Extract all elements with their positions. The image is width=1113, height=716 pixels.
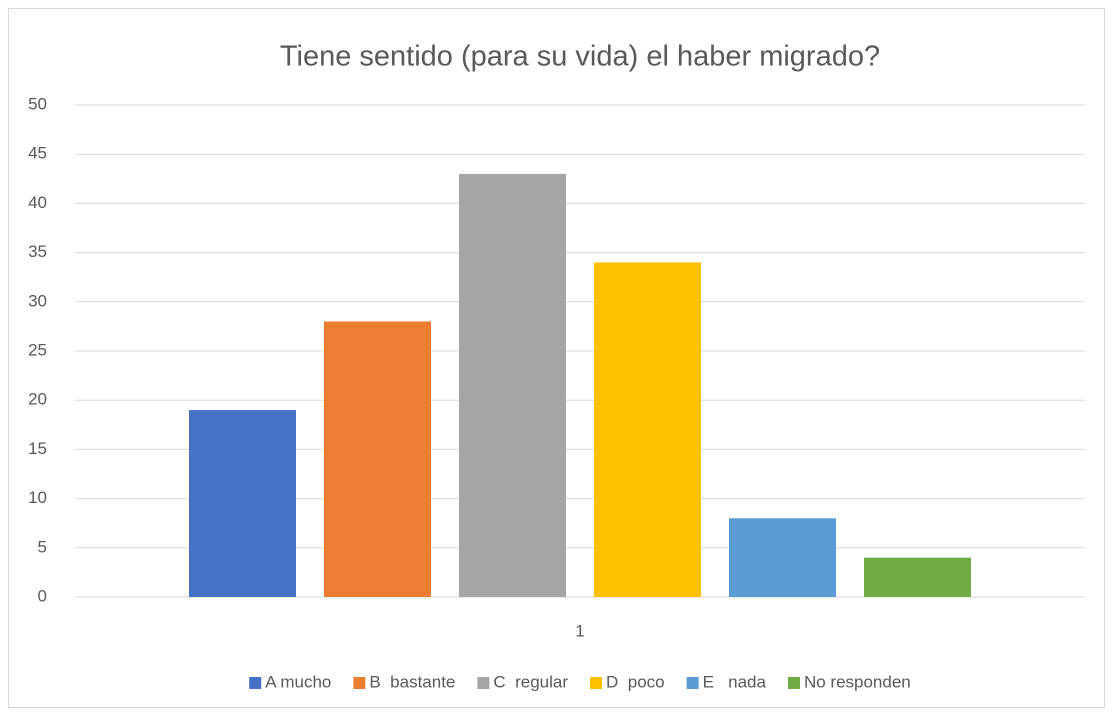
legend-swatch (787, 677, 800, 689)
bar (729, 518, 836, 597)
y-tick-label: 30 (28, 291, 47, 310)
legend-label: A mucho (265, 672, 331, 691)
y-tick-label: 10 (28, 488, 47, 507)
bar (189, 410, 296, 597)
legend-label: E nada (703, 672, 767, 691)
bar (324, 321, 431, 597)
bar (594, 262, 701, 597)
legend-label: C regular (493, 672, 568, 691)
legend-label: D poco (606, 672, 665, 691)
y-tick-label: 5 (38, 537, 47, 556)
y-tick-label: 25 (28, 340, 47, 359)
bar (864, 557, 971, 597)
y-tick-label: 40 (28, 193, 47, 212)
legend-swatch (353, 677, 366, 689)
legend-label: No responden (804, 672, 911, 691)
y-tick-label: 50 (28, 94, 47, 113)
legend-swatch (249, 677, 262, 689)
legend-swatch (590, 677, 603, 689)
x-tick-label: 1 (575, 621, 584, 640)
bar (459, 173, 566, 597)
y-tick-label: 20 (28, 390, 47, 409)
y-tick-label: 35 (28, 242, 47, 261)
y-tick-label: 45 (28, 144, 47, 163)
legend-label: B bastante (369, 672, 455, 691)
y-tick-label: 0 (38, 586, 47, 605)
legend-swatch (686, 677, 699, 689)
legend-swatch (477, 677, 490, 689)
y-tick-label: 15 (28, 439, 47, 458)
chart-title: Tiene sentido (para su vida) el haber mi… (280, 41, 880, 73)
